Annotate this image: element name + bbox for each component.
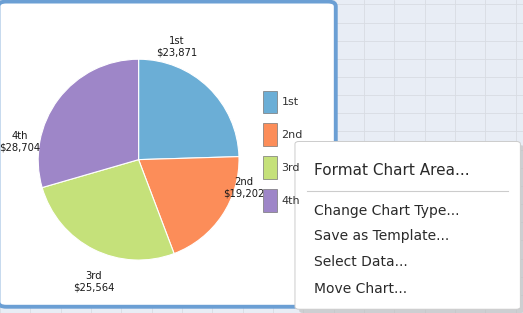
- Wedge shape: [38, 59, 139, 187]
- FancyBboxPatch shape: [299, 145, 523, 313]
- Text: Move Chart...: Move Chart...: [314, 282, 407, 295]
- Text: Select Data...: Select Data...: [314, 255, 407, 269]
- Text: 1st
$23,871: 1st $23,871: [156, 36, 197, 58]
- Text: 3rd
$25,564: 3rd $25,564: [73, 271, 114, 293]
- Wedge shape: [139, 59, 239, 160]
- Text: 4th: 4th: [281, 196, 300, 206]
- FancyBboxPatch shape: [0, 2, 336, 307]
- Text: 2nd: 2nd: [281, 130, 303, 140]
- Bar: [263, 123, 277, 146]
- Text: Save as Template...: Save as Template...: [314, 229, 449, 243]
- Text: 4th
$28,704: 4th $28,704: [0, 131, 41, 152]
- Bar: [263, 90, 277, 113]
- Text: Change Chart Type...: Change Chart Type...: [314, 204, 459, 218]
- Text: Format Chart Area...: Format Chart Area...: [314, 163, 470, 178]
- Wedge shape: [42, 160, 174, 260]
- Bar: [263, 156, 277, 179]
- Text: 2nd
$19,202: 2nd $19,202: [223, 177, 265, 198]
- Text: 3rd: 3rd: [281, 163, 300, 173]
- FancyBboxPatch shape: [295, 141, 520, 309]
- Text: 1st: 1st: [281, 97, 299, 107]
- Bar: [263, 189, 277, 212]
- Wedge shape: [139, 156, 239, 254]
